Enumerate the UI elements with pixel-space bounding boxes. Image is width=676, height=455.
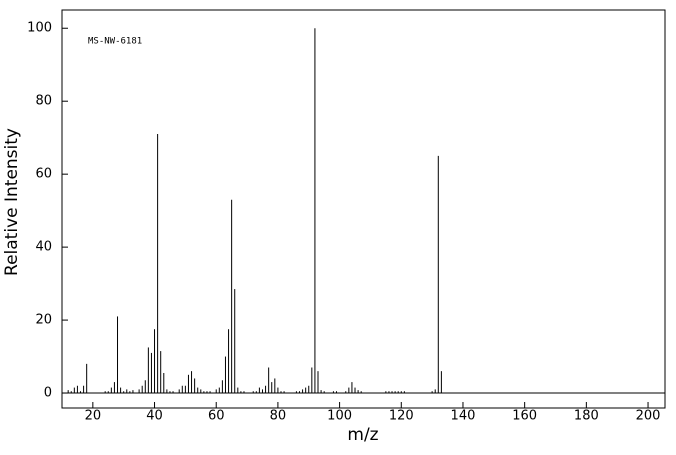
x-tick-label: 200: [636, 409, 661, 424]
x-tick-label: 160: [512, 409, 537, 424]
x-tick-label: 180: [574, 409, 599, 424]
y-axis-label: Relative Intensity: [2, 128, 22, 276]
x-tick-label: 120: [389, 409, 414, 424]
y-tick-label: 80: [35, 94, 52, 109]
x-tick-label: 80: [270, 409, 287, 424]
y-tick-label: 0: [44, 386, 52, 401]
x-tick-label: 140: [451, 409, 476, 424]
y-tick-label: 20: [35, 313, 52, 328]
x-tick-label: 40: [146, 409, 163, 424]
annotation: MS-NW-6181: [88, 37, 142, 47]
plot-frame: [61, 9, 666, 409]
y-tick-label: 100: [27, 21, 52, 36]
y-tick-label: 40: [35, 240, 52, 255]
x-tick-label: 100: [327, 409, 352, 424]
x-axis-label: m/z: [347, 425, 378, 445]
y-tick-label: 60: [35, 167, 52, 182]
x-tick-label: 60: [208, 409, 225, 424]
x-tick-label: 20: [85, 409, 102, 424]
